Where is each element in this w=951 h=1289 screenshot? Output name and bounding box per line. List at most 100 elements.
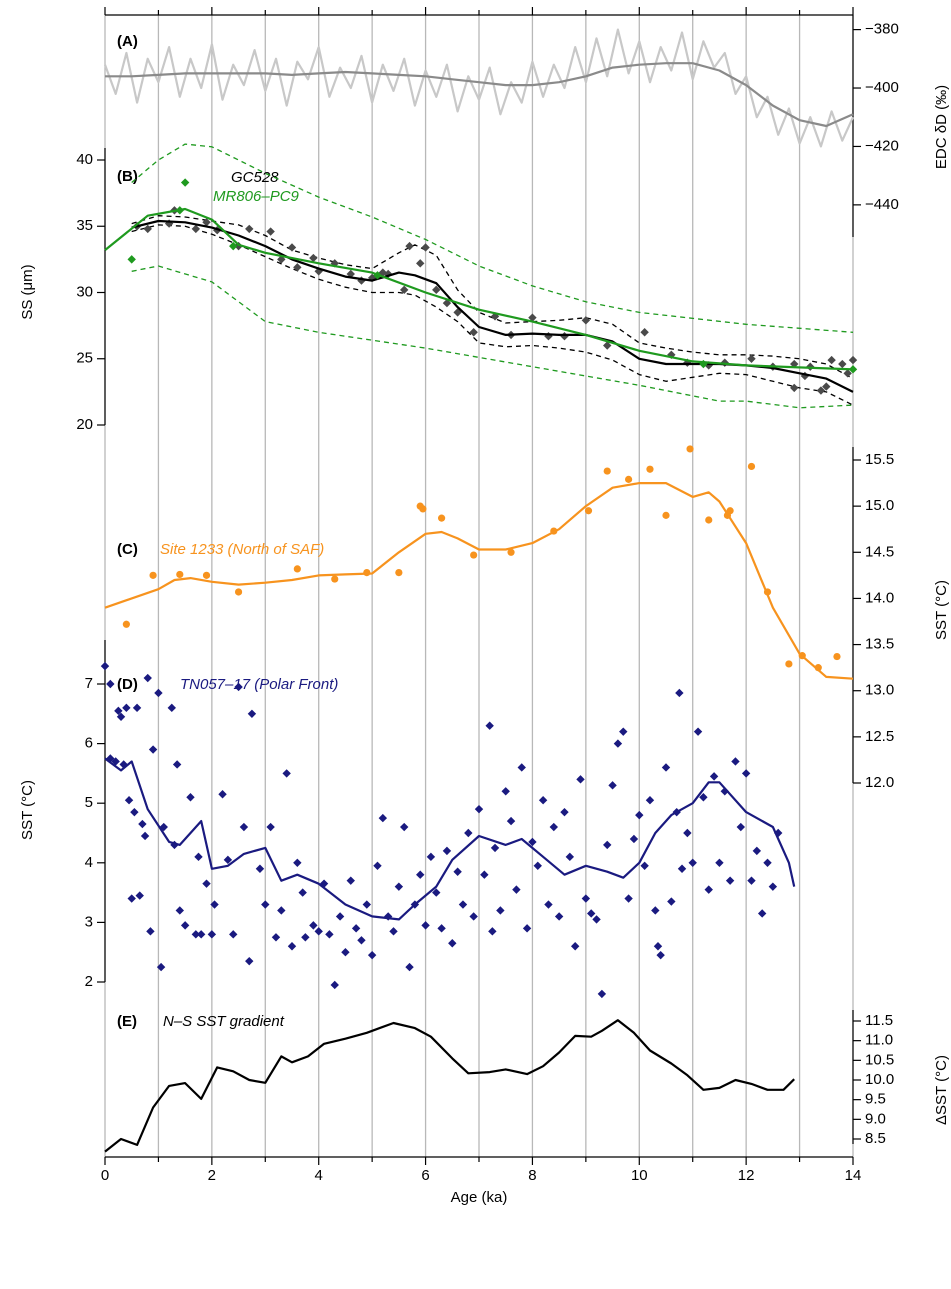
data-point [485,721,494,730]
y-tick-label: 9.5 [865,1091,886,1108]
data-point [629,834,639,844]
data-point [661,763,671,772]
data-point [720,787,729,796]
data-point [383,912,393,921]
y-tick-label: 12.0 [865,774,894,791]
data-point [619,727,628,736]
data-point [838,359,847,369]
data-point [351,924,361,933]
data-point [653,942,663,951]
data-point [474,804,484,814]
data-point [715,858,724,867]
data-point [662,511,670,519]
data-point [469,912,478,921]
data-point [736,822,745,832]
data-point [135,891,144,900]
data-point [100,661,110,671]
data-point [389,927,398,936]
data-point [245,224,254,234]
data-point [127,894,136,903]
data-point [625,475,633,483]
data-point [822,382,831,391]
data-point [693,727,703,736]
data-point [143,673,152,683]
data-point [790,383,799,393]
panel: 2 3 4 5 6 7 SST (°C) (D) TN057–17 (Polar Front) [19,640,796,999]
data-point [325,930,334,939]
data-point [170,840,179,850]
y-tick-label: 30 [76,283,93,300]
data-point [785,660,793,668]
data-point [362,900,371,909]
data-point [239,822,249,832]
data-point [255,864,265,873]
data-point [357,936,366,945]
data-point [309,253,318,263]
data-line [104,757,796,921]
y-tick-label: 6 [85,735,93,752]
data-point [319,879,329,888]
data-line [131,265,854,409]
data-point [309,921,318,930]
data-point [560,332,569,341]
data-point [346,876,355,885]
data-point [395,568,403,577]
data-point [119,760,128,769]
data-point [301,933,310,942]
data-point [581,316,591,325]
data-point [223,855,233,865]
data-point [202,218,211,227]
data-point [218,790,227,799]
data-point [373,271,382,280]
data-point [298,888,307,897]
data-point [747,354,756,363]
data-point [597,989,607,999]
data-point [207,930,217,939]
data-point [405,241,414,251]
data-point [646,465,654,473]
data-point [176,570,184,579]
data-point [287,243,297,252]
data-point [752,846,762,856]
data-point [645,796,655,805]
panel: 20 25 30 35 40 SS (μm) (B) GC528 MR806–PC9 [19,143,858,433]
data-point [592,915,601,924]
annotation: GC528 [231,169,279,186]
data-point [180,921,190,930]
data-point [116,712,126,721]
data-point [149,571,157,579]
data-point [416,870,425,879]
y-tick-label: −400 [865,79,899,96]
data-point [522,924,532,933]
data-point [164,219,174,228]
y-tick-label: 12.5 [865,728,894,745]
data-point [138,819,147,829]
panel-label: (D) [117,676,138,693]
data-point [111,757,120,766]
panel: 12.0 12.5 13.0 13.5 14.0 14.5 15.0 15.5 SST (°C)… [104,445,950,791]
data-point [442,846,452,856]
data-point [667,897,676,906]
y-tick-label: −420 [865,137,899,154]
data-point [261,900,270,909]
x-axis-label: Age (ka) [451,1189,508,1206]
data-point [581,894,591,903]
data-point [490,843,500,853]
data-point [848,355,858,365]
data-point [400,822,409,832]
data-point [533,861,542,870]
x-tick-label: 6 [421,1167,429,1184]
y-tick-label: 9.0 [865,1110,886,1127]
data-point [114,706,123,716]
data-point [373,861,382,870]
data-point [405,962,414,972]
data-point [124,796,134,805]
data-point [584,507,593,515]
y-axis-label: SS (μm) [19,264,36,319]
data-point [603,467,611,475]
data-point [437,924,446,933]
data-point [180,178,190,187]
data-point [330,980,339,990]
data-point [603,341,612,350]
